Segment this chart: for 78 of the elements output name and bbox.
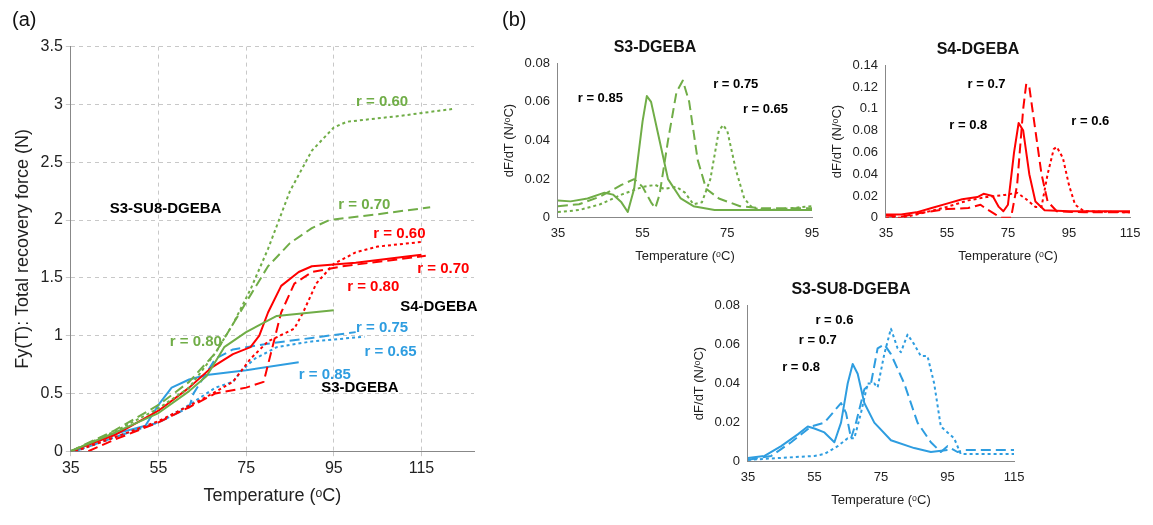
y-tick-label: 2.5 (40, 152, 63, 170)
y-tick-label: 0.08 (714, 296, 740, 312)
x-tick-label: 35 (61, 459, 80, 477)
x-tick-label: 55 (635, 225, 650, 241)
y-tick-label: 0.06 (524, 93, 550, 109)
x-axis-title: Temperature (ᵒC) (958, 247, 1058, 263)
y-tick-label: 2 (53, 210, 63, 228)
x-axis-title: Temperature (ᵒC) (831, 491, 931, 507)
x-tick-label: 55 (807, 469, 822, 485)
x-tick-label: 95 (804, 225, 820, 241)
y-tick-label: 0 (870, 209, 878, 225)
y-tick-label: 0.04 (852, 165, 878, 181)
y-tick-label: 3 (53, 94, 63, 112)
y-axis-title: Fy(T): Total recovery force (N) (11, 129, 32, 369)
annotation: S3-SU8-DGEBA (109, 198, 222, 216)
x-tick-label: 55 (939, 225, 955, 241)
y-tick-label: 0.08 (852, 122, 878, 138)
annotation: r = 0.60 (373, 224, 426, 242)
y-tick-label: 0.1 (859, 100, 878, 116)
annotation: r = 0.6 (815, 312, 854, 328)
y-tick-label: 0.08 (524, 54, 550, 70)
annotation: r = 0.65 (364, 341, 417, 359)
annotation: r = 0.7 (798, 332, 837, 348)
x-tick-label: 115 (408, 459, 435, 477)
y-tick-label: 0.04 (524, 132, 550, 148)
x-tick-label: 75 (873, 469, 889, 485)
chart-title: S3-SU8-DGEBA (791, 280, 912, 298)
y-tick-label: 0.12 (852, 78, 878, 94)
x-tick-label: 95 (324, 459, 343, 477)
y-tick-label: 0.5 (40, 383, 63, 401)
x-tick-label: 95 (1061, 225, 1077, 241)
annotation: r = 0.7 (967, 76, 1006, 92)
x-tick-label: 95 (940, 469, 955, 485)
x-tick-label: 75 (1000, 225, 1016, 241)
x-tick-label: 55 (149, 459, 168, 477)
x-tick-label: 35 (740, 469, 756, 485)
annotation: r = 0.8 (949, 116, 988, 132)
y-tick-label: 1 (53, 326, 63, 344)
text: (b) (502, 8, 527, 31)
annotation: r = 0.65 (742, 101, 789, 117)
annotation: r = 0.6 (1071, 113, 1110, 129)
x-tick-label: 35 (550, 225, 566, 241)
chart-title: S3-DGEBA (613, 38, 697, 56)
y-axis-title: dF/dT (N/ᵒC) (691, 346, 707, 421)
chart-title: S4-DGEBA (936, 40, 1020, 58)
x-tick-label: 75 (720, 225, 735, 241)
annotation: r = 0.60 (356, 92, 409, 110)
y-tick-label: 0 (542, 209, 550, 225)
x-tick-label: 115 (1119, 225, 1141, 241)
annotation: r = 0.70 (338, 194, 391, 212)
annotation: S4-DGEBA (400, 296, 478, 314)
text: (a) (12, 8, 37, 31)
y-tick-label: 0.06 (714, 335, 740, 351)
y-tick-label: 0.06 (852, 143, 878, 159)
x-axis-title: Temperature (ᵒC) (635, 247, 735, 263)
y-axis-title: dF/dT (N/ᵒC) (829, 104, 845, 179)
annotation: r = 0.85 (298, 364, 351, 382)
x-axis-title: Temperature (ᵒC) (203, 485, 342, 506)
y-tick-label: 0.02 (714, 414, 740, 430)
annotation: r = 0.80 (169, 331, 222, 349)
y-tick-label: 0.02 (852, 187, 878, 203)
x-tick-label: 35 (878, 225, 894, 241)
y-axis-title: dF/dT (N/ᵒC) (501, 103, 517, 178)
x-tick-label: 115 (1003, 469, 1025, 485)
annotation: r = 0.75 (356, 317, 409, 335)
annotation: r = 0.8 (782, 359, 821, 375)
y-tick-label: 0.04 (714, 375, 740, 391)
y-tick-label: 1.5 (40, 268, 63, 286)
x-tick-label: 75 (237, 459, 256, 477)
y-tick-label: 0 (732, 453, 740, 469)
annotation: r = 0.75 (713, 76, 759, 92)
y-tick-label: 0.02 (524, 170, 550, 186)
annotation: r = 0.85 (577, 89, 623, 105)
y-tick-label: 0.14 (852, 56, 878, 72)
y-tick-label: 0 (53, 441, 63, 459)
annotation: r = 0.70 (417, 258, 470, 276)
annotation: r = 0.80 (347, 277, 400, 295)
y-tick-label: 3.5 (40, 37, 63, 55)
